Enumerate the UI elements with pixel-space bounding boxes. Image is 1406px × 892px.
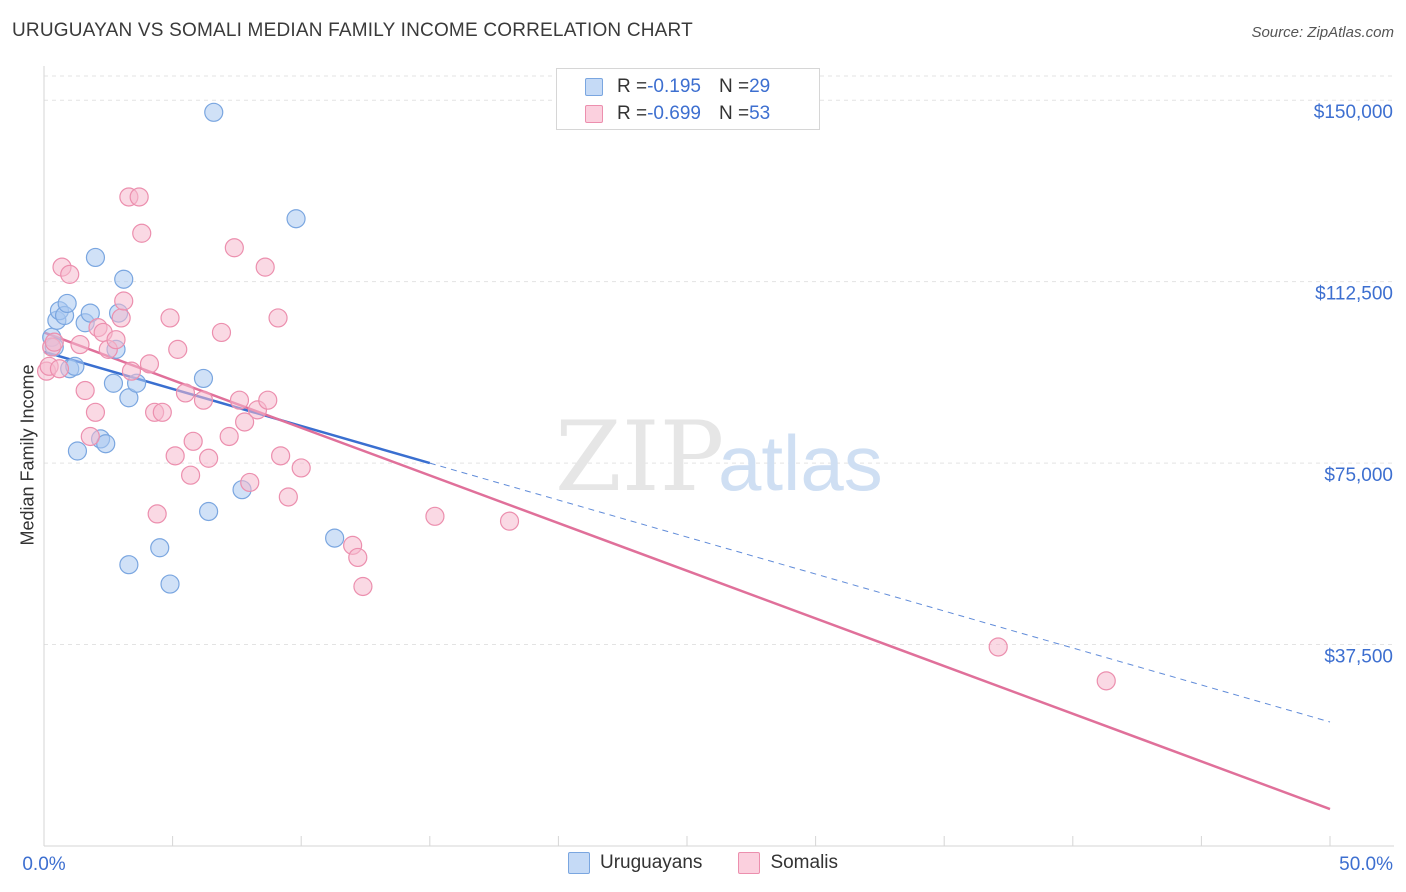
grid-layer [44,75,1394,646]
somali-point-24 [152,402,172,422]
legend-r-value-somalis: -0.699 [647,103,701,124]
somali-point-48 [353,576,373,597]
legend-row-uruguayans: R = -0.195 N = 29 [585,75,770,99]
legend-swatch-pink [585,105,603,123]
legend-r-value-uruguayans: -0.195 [647,76,701,97]
uruguayan-point-11 [85,247,106,268]
somali-point-21 [139,354,160,374]
uruguayan-point-15 [103,373,124,393]
somali-point-23 [147,504,167,524]
trend-uruguayans-dashed [429,462,1331,723]
uruguayan-point-28 [325,528,345,548]
source-label: Source: ZipAtlas.com [1251,24,1394,41]
legend-row-somalis: R = -0.699 N = 53 [585,102,770,126]
watermark-atlas: atlas [718,419,883,507]
legend-label-uruguayans: Uruguayans [599,852,703,873]
somali-point-26 [165,446,185,466]
x-tick-label-1: 50.0% [1339,854,1393,875]
axis-layer: $37,500 $75,000 $112,500 $150,000 0.0% 50.0% [22,66,1394,875]
somali-point-31 [193,390,214,410]
x-tick-label-0: 0.0% [22,854,65,875]
watermark: ZIP atlas [555,401,883,513]
somali-point-3 [44,332,64,352]
somali-point-43 [271,446,291,466]
somali-point-45 [291,458,311,478]
legend-label-somalis: Somalis [770,852,839,873]
somali-point-8 [75,380,95,401]
legend-item-somalis[interactable]: Somalis [738,852,838,874]
legend-n-value-uruguayans: 29 [749,76,771,97]
uruguayan-point-20 [119,555,139,575]
somali-point-44 [278,487,298,507]
somali-point-6 [60,264,80,284]
somali-point-47 [348,547,368,568]
somali-point-33 [211,322,232,343]
uruguayan-point-25 [204,102,224,122]
somali-point-30 [183,431,203,451]
legend-item-uruguayans[interactable]: Uruguayans [567,852,703,874]
uruguayan-point-5 [57,293,77,314]
somali-point-16 [114,291,134,311]
uruguayan-point-24 [199,501,219,522]
chart-title: URUGUAYAN VS SOMALI MEDIAN FAMILY INCOME… [12,20,693,41]
y-tick-label-1: $75,000 [1324,465,1393,486]
somali-point-37 [235,412,255,432]
legend-n-value-somalis: 53 [749,103,771,124]
legend-swatch-blue [585,78,603,96]
y-tick-label-3: $150,000 [1314,102,1393,123]
somali-point-35 [224,238,244,258]
somali-point-52 [1096,671,1116,691]
somali-point-36 [229,390,250,410]
somali-point-42 [268,308,288,328]
somali-point-28 [175,383,196,403]
somali-point-10 [85,402,106,422]
legend-r-label-uruguayans: R = [617,76,648,97]
uruguayan-point-23 [193,368,214,389]
legend-n-label-somalis: N = [718,103,750,124]
legend-marker-somalis [738,852,761,874]
somali-point-50 [499,511,520,531]
somali-point-51 [988,637,1008,657]
series-legend: Uruguayans Somalis [0,852,1406,874]
somali-point-49 [425,506,445,526]
somali-point-38 [240,472,260,493]
somali-point-9 [80,426,100,447]
watermark-zip: ZIP [555,401,724,513]
somali-point-40 [255,257,275,277]
somali-point-20 [132,223,152,243]
somali-point-14 [106,330,126,350]
uruguayan-point-22 [160,574,180,594]
somali-point-7 [70,334,90,355]
somali-point-19 [129,187,149,207]
legend-r-label-somalis: R = [617,103,648,124]
somali-point-34 [219,426,239,447]
y-tick-label-2: $112,500 [1315,284,1393,305]
uruguayan-point-27 [286,209,306,229]
legend-n-label-uruguayans: N = [718,76,750,97]
uruguayan-point-17 [114,269,134,289]
y-axis-label: Median Family Income [17,364,38,546]
somali-point-25 [160,308,180,328]
uruguayan-point-21 [150,538,170,558]
legend-marker-uruguayans [567,852,590,874]
somali-point-41 [258,390,278,410]
somali-point-15 [111,308,131,328]
stats-legend: R = -0.195 N = 29 R = -0.699 N = 53 [556,68,820,130]
somali-point-32 [199,448,219,468]
somali-point-4 [49,359,70,379]
y-tick-label-0: $37,500 [1324,647,1393,668]
somali-point-27 [168,339,188,359]
uruguayan-point-13 [96,434,116,454]
uruguayan-point-8 [67,441,88,461]
points-layer [36,102,1116,691]
somali-point-29 [181,465,201,485]
somali-point-18 [121,361,142,381]
